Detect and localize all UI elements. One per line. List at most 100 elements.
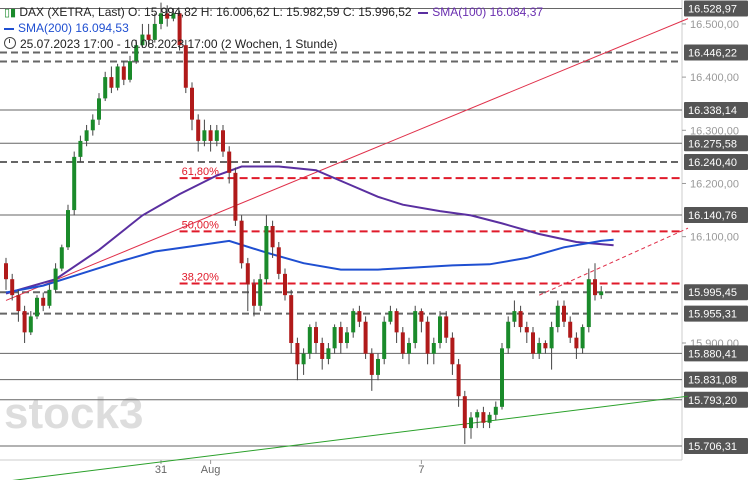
- y-tick-label: 16.200,00: [690, 178, 739, 190]
- candle-body: [326, 348, 331, 359]
- candle-body: [537, 343, 542, 354]
- candle-body: [307, 327, 312, 354]
- candle-body: [493, 406, 498, 415]
- candle-body: [109, 77, 114, 88]
- candle-body: [66, 210, 70, 248]
- sma100-swatch: [418, 11, 429, 14]
- level-label: 16.140,76: [688, 210, 737, 222]
- candle-body: [227, 151, 232, 173]
- candle-body: [239, 220, 244, 264]
- candle-body: [369, 353, 374, 375]
- candle-body: [376, 358, 380, 375]
- watermark: stock3: [4, 389, 143, 438]
- fib-label: 38,20%: [182, 271, 220, 283]
- x-tick-label: 7: [418, 464, 424, 476]
- level-label: 15.955,31: [688, 309, 737, 321]
- candle-body: [400, 332, 405, 354]
- candle-body: [524, 327, 529, 333]
- clock-icon: [4, 37, 16, 49]
- candle-body: [438, 316, 442, 344]
- candle-body: [10, 279, 15, 296]
- candle-body: [580, 327, 585, 349]
- candle-body: [214, 130, 219, 141]
- candle-body: [295, 343, 300, 365]
- y-tick-label: 16.100,00: [690, 232, 739, 244]
- candle-body: [233, 172, 238, 221]
- candle-body: [555, 305, 560, 328]
- candle-body: [475, 412, 480, 418]
- candle-body: [320, 343, 325, 359]
- y-tick-label: 16.300,00: [690, 125, 739, 137]
- instrument-name: DAX (XETRA, Last): [19, 5, 125, 19]
- candle-body: [202, 130, 207, 141]
- candle-body: [549, 327, 554, 349]
- candle-body: [444, 316, 449, 338]
- candle-body: [177, 13, 182, 46]
- sma200-value: 16.094,53: [75, 21, 129, 35]
- candle-body: [35, 297, 39, 317]
- candle-body: [47, 289, 52, 306]
- candle-body: [28, 316, 33, 333]
- candle-body: [59, 247, 64, 269]
- level-badge: [684, 305, 748, 322]
- candle-body: [512, 311, 517, 322]
- fib-label: 50,00%: [182, 219, 220, 231]
- sma100-value: 16.084,37: [489, 5, 544, 19]
- candle-body: [134, 45, 139, 62]
- level-badge: [684, 135, 748, 152]
- candle-body: [462, 396, 467, 429]
- candle-body: [419, 311, 424, 322]
- candle-body: [283, 273, 287, 296]
- candle-body: [196, 119, 201, 141]
- legend-row-instrument: ▯▮ DAX (XETRA, Last) O: 15.994,82 H: 16.…: [4, 4, 543, 20]
- sma200-line: [5, 238, 614, 294]
- candle-body: [332, 327, 337, 349]
- candle-body: [562, 305, 566, 322]
- candle-body: [16, 295, 21, 312]
- level-label: 16.240,40: [688, 157, 737, 169]
- level-badge: [684, 153, 748, 170]
- legend-row-sma200: SMA(200) 16.094,53: [4, 20, 543, 36]
- candle-body: [469, 417, 473, 429]
- candle-body: [394, 311, 399, 333]
- candle-body: [90, 119, 95, 131]
- candle-body: [97, 98, 101, 120]
- candle-body: [276, 247, 281, 274]
- level-label: 16.446,22: [688, 48, 737, 60]
- candle-body: [568, 321, 573, 338]
- level-badge: [684, 284, 748, 301]
- candle-body: [264, 226, 269, 280]
- candle-body: [599, 291, 604, 296]
- level-label: 16.338,14: [688, 105, 737, 117]
- candle-body: [115, 66, 120, 88]
- level-badge: [684, 0, 748, 17]
- candle-body: [252, 284, 256, 306]
- sma200-swatch: [4, 27, 14, 30]
- candle-body: [388, 311, 393, 322]
- candle-body: [382, 321, 387, 359]
- candle-body: [245, 263, 250, 285]
- candle-body: [146, 34, 151, 40]
- candle-body: [500, 348, 504, 407]
- level-label: 16.528,97: [688, 4, 737, 16]
- candle-body: [456, 364, 461, 397]
- candle-body: [41, 297, 46, 306]
- level-badge: [684, 44, 748, 61]
- candle-body: [301, 353, 306, 365]
- candle-body: [72, 156, 77, 211]
- level-badge: [684, 102, 748, 119]
- candle-body: [165, 13, 170, 19]
- legend: ▯▮ DAX (XETRA, Last) O: 15.994,82 H: 16.…: [4, 4, 543, 52]
- candle-body: [351, 311, 356, 333]
- level-badge: [684, 206, 748, 223]
- candle-body: [345, 332, 349, 344]
- level-badge: [684, 371, 748, 388]
- candle-body: [221, 130, 225, 152]
- candle-body: [593, 279, 597, 296]
- candle-body: [53, 268, 58, 290]
- candle-body: [531, 332, 535, 354]
- level-badge: [684, 391, 748, 408]
- candle-body: [84, 130, 89, 141]
